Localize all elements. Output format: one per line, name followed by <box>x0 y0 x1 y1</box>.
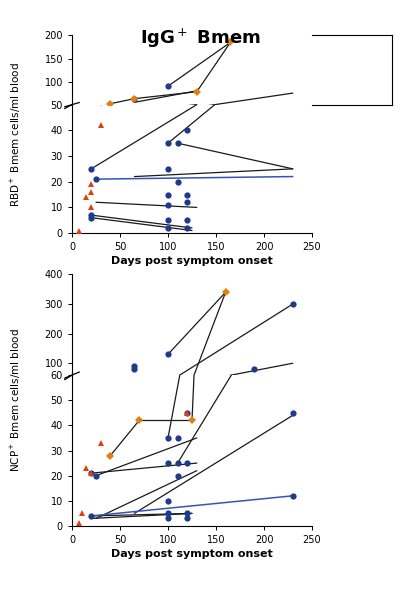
Text: NCP$^+$ Bmem cells/ml blood: NCP$^+$ Bmem cells/ml blood <box>9 329 23 472</box>
Text: IgG$^+$ Bmem: IgG$^+$ Bmem <box>140 27 260 50</box>
X-axis label: Days post symptom onset: Days post symptom onset <box>111 256 273 267</box>
X-axis label: Days post symptom onset: Days post symptom onset <box>111 549 273 559</box>
Text: RBD$^+$ Bmem cells/ml blood: RBD$^+$ Bmem cells/ml blood <box>9 62 23 207</box>
